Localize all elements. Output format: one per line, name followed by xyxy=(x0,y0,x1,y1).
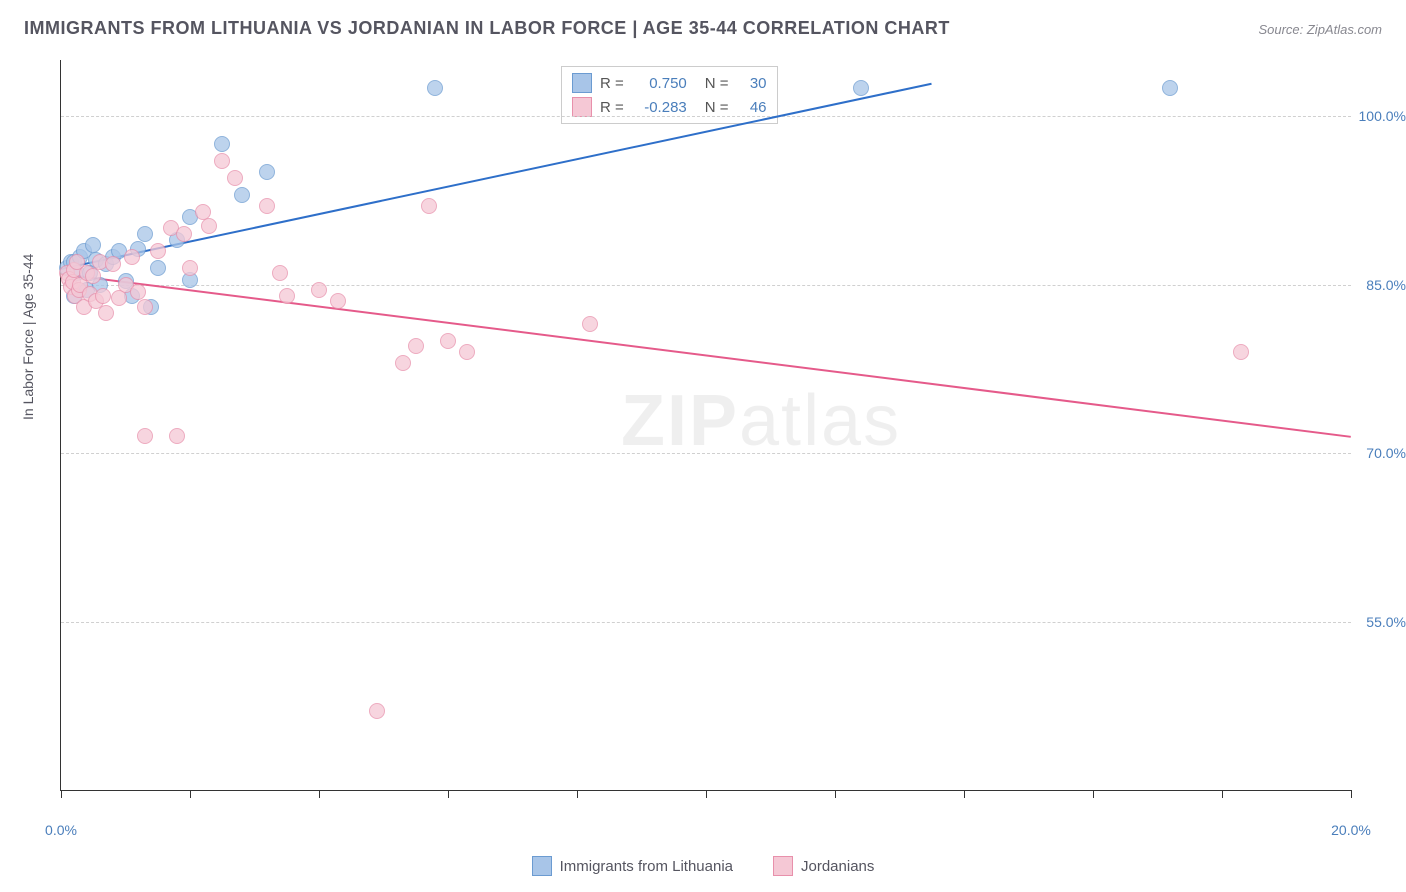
data-point xyxy=(272,265,288,281)
data-point xyxy=(98,305,114,321)
legend-label: Jordanians xyxy=(801,858,874,875)
x-tick xyxy=(61,790,62,798)
data-point xyxy=(259,198,275,214)
data-point xyxy=(214,136,230,152)
x-tick xyxy=(190,790,191,798)
gridline xyxy=(61,453,1351,454)
data-point xyxy=(137,299,153,315)
data-point xyxy=(169,428,185,444)
y-tick-label: 70.0% xyxy=(1366,445,1406,461)
r-value: -0.283 xyxy=(632,99,687,116)
data-point xyxy=(408,338,424,354)
y-tick-label: 85.0% xyxy=(1366,277,1406,293)
data-point xyxy=(853,80,869,96)
x-tick xyxy=(448,790,449,798)
data-point xyxy=(150,260,166,276)
y-tick-label: 55.0% xyxy=(1366,614,1406,630)
data-point xyxy=(440,333,456,349)
series-swatch xyxy=(572,73,592,93)
trend-line xyxy=(61,273,1351,438)
data-point xyxy=(234,187,250,203)
data-point xyxy=(195,204,211,220)
data-point xyxy=(214,153,230,169)
n-label: N = xyxy=(705,75,729,92)
data-point xyxy=(459,344,475,360)
n-value: 46 xyxy=(737,99,767,116)
legend-label: Immigrants from Lithuania xyxy=(560,858,733,875)
legend-swatch xyxy=(773,856,793,876)
x-tick xyxy=(964,790,965,798)
data-point xyxy=(421,198,437,214)
stats-row: R = 0.750 N = 30 xyxy=(572,71,767,95)
data-point xyxy=(95,288,111,304)
legend-swatch xyxy=(532,856,552,876)
y-tick-label: 100.0% xyxy=(1359,108,1406,124)
legend: Immigrants from Lithuania Jordanians xyxy=(0,856,1406,876)
x-tick xyxy=(1093,790,1094,798)
series-swatch xyxy=(572,97,592,117)
gridline xyxy=(61,116,1351,117)
data-point xyxy=(279,288,295,304)
trend-line xyxy=(61,82,932,269)
data-point xyxy=(105,256,121,272)
x-tick xyxy=(835,790,836,798)
gridline xyxy=(61,622,1351,623)
data-point xyxy=(1162,80,1178,96)
data-point xyxy=(137,226,153,242)
x-tick xyxy=(319,790,320,798)
data-point xyxy=(369,703,385,719)
data-point xyxy=(150,243,166,259)
data-point xyxy=(85,237,101,253)
x-tick-label: 20.0% xyxy=(1331,822,1371,838)
data-point xyxy=(176,226,192,242)
watermark: ZIPatlas xyxy=(621,380,901,462)
data-point xyxy=(137,428,153,444)
data-point xyxy=(330,293,346,309)
data-point xyxy=(227,170,243,186)
data-point xyxy=(182,260,198,276)
data-point xyxy=(201,218,217,234)
r-label: R = xyxy=(600,75,624,92)
n-label: N = xyxy=(705,99,729,116)
y-axis-label: In Labor Force | Age 35-44 xyxy=(20,254,36,420)
n-value: 30 xyxy=(737,75,767,92)
data-point xyxy=(130,284,146,300)
data-point xyxy=(259,164,275,180)
source-attribution: Source: ZipAtlas.com xyxy=(1258,22,1382,37)
data-point xyxy=(124,249,140,265)
x-tick-label: 0.0% xyxy=(45,822,77,838)
x-tick xyxy=(706,790,707,798)
r-label: R = xyxy=(600,99,624,116)
x-tick xyxy=(1351,790,1352,798)
x-tick xyxy=(577,790,578,798)
legend-item: Jordanians xyxy=(773,856,874,876)
data-point xyxy=(427,80,443,96)
x-tick xyxy=(1222,790,1223,798)
legend-item: Immigrants from Lithuania xyxy=(532,856,733,876)
data-point xyxy=(311,282,327,298)
r-value: 0.750 xyxy=(632,75,687,92)
plot-area: ZIPatlas R =0.750N =30R =-0.283N =46 55.… xyxy=(60,60,1351,791)
gridline xyxy=(61,285,1351,286)
data-point xyxy=(582,316,598,332)
chart-title: IMMIGRANTS FROM LITHUANIA VS JORDANIAN I… xyxy=(24,18,950,39)
data-point xyxy=(1233,344,1249,360)
data-point xyxy=(395,355,411,371)
